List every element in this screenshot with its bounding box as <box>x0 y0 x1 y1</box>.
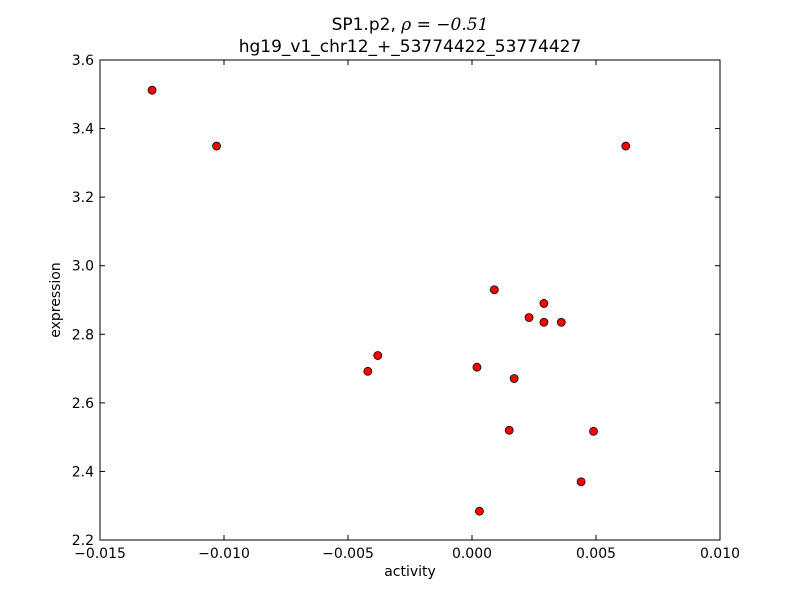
y-tick-label: 2.6 <box>72 396 94 412</box>
data-point <box>212 141 221 151</box>
y-tick-label: 3.6 <box>72 53 94 69</box>
data-point <box>147 85 157 95</box>
data-point <box>363 366 373 376</box>
x-tick-label: 0.010 <box>700 546 740 562</box>
data-point <box>589 426 598 436</box>
data-point <box>539 317 549 327</box>
data-points <box>147 85 631 516</box>
y-tick-label: 2.2 <box>72 533 94 549</box>
data-point <box>621 141 631 151</box>
data-point <box>539 299 549 308</box>
chart-title-rho: ρ = −0.51 <box>400 15 488 35</box>
x-tick-label: −0.005 <box>322 546 374 562</box>
y-tick-label: 2.8 <box>72 327 94 343</box>
y-tick-label: 3.0 <box>72 259 94 275</box>
x-tick-label: −0.010 <box>198 546 250 562</box>
x-axis-label: activity <box>384 564 436 580</box>
data-point <box>504 425 514 435</box>
x-axis: −0.015 −0.010 −0.005 0.000 0.005 0.010 <box>74 60 740 562</box>
chart-title-line1: SP1.p2, ρ = −0.51 <box>332 15 489 35</box>
data-point <box>509 374 519 383</box>
data-point <box>556 317 566 327</box>
chart-title-line2: hg19_v1_chr12_+_53774422_53774427 <box>239 37 582 57</box>
y-tick-label: 2.4 <box>72 464 94 480</box>
y-tick-label: 3.2 <box>72 190 94 206</box>
x-tick-label: 0.005 <box>576 546 616 562</box>
x-tick-label: 0.000 <box>452 546 492 562</box>
data-point <box>524 313 534 322</box>
y-axis: 2.2 2.4 2.6 2.8 3.0 3.2 3.4 3.6 <box>72 53 720 549</box>
y-axis-label: expression <box>48 262 64 338</box>
chart-title-prefix: SP1.p2, <box>332 15 402 35</box>
data-point <box>475 506 484 516</box>
data-point <box>472 362 482 372</box>
data-point <box>576 477 586 487</box>
plot-area <box>99 59 721 541</box>
data-point <box>489 285 499 295</box>
data-point <box>373 351 383 360</box>
x-tick-label: −0.015 <box>74 546 126 562</box>
y-tick-label: 3.4 <box>72 122 94 138</box>
